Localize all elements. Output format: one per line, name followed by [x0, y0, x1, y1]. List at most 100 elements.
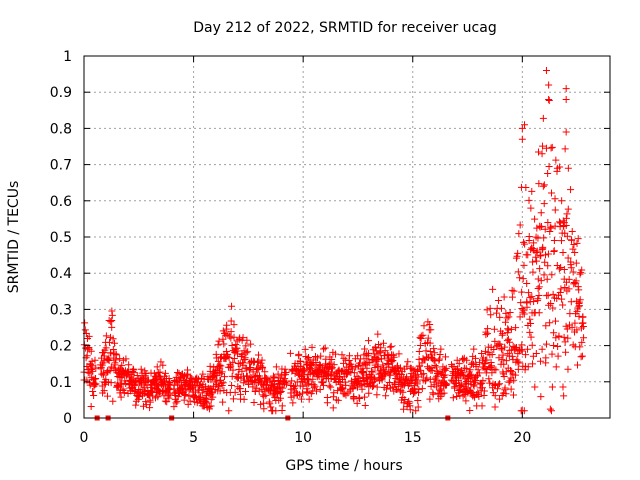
data-point [472, 377, 480, 385]
data-point [496, 395, 504, 403]
data-point [514, 365, 522, 373]
data-point [288, 377, 296, 385]
data-point [346, 352, 354, 360]
data-point [514, 268, 522, 276]
data-point [336, 374, 344, 382]
data-point [516, 313, 524, 321]
data-point [403, 362, 411, 370]
data-point [396, 364, 404, 372]
data-point [185, 392, 193, 400]
data-point [350, 393, 358, 401]
data-point [575, 286, 583, 294]
data-point [499, 351, 507, 359]
data-point [154, 393, 162, 401]
data-point [390, 353, 398, 361]
data-point [536, 252, 544, 260]
data-point [533, 247, 541, 255]
data-point [224, 350, 232, 358]
data-point [427, 326, 435, 334]
data-point [181, 390, 189, 398]
data-point [500, 373, 508, 381]
data-point [161, 397, 169, 405]
data-point [458, 355, 466, 363]
data-point [496, 340, 504, 348]
data-point-peak [562, 128, 570, 136]
data-point [539, 245, 547, 253]
data-point [490, 325, 498, 333]
data-point [107, 318, 115, 326]
data-point [258, 356, 266, 364]
data-point [87, 365, 95, 373]
data-point [547, 224, 555, 232]
data-point [137, 365, 145, 373]
data-point [535, 283, 543, 291]
data-point [518, 288, 526, 296]
data-point [506, 308, 514, 316]
data-point [470, 382, 478, 390]
data-point [522, 184, 530, 192]
data-point [564, 334, 572, 342]
data-point [116, 355, 124, 363]
data-point [524, 363, 532, 371]
data-point [229, 395, 237, 403]
data-point [359, 368, 367, 376]
data-point [564, 205, 572, 213]
data-point [242, 342, 250, 350]
data-point [100, 369, 108, 377]
data-point [537, 209, 545, 217]
data-point [568, 228, 576, 236]
data-point [370, 382, 378, 390]
data-point [209, 393, 217, 401]
data-point [514, 249, 522, 257]
data-point [550, 341, 558, 349]
data-point-peak [518, 135, 526, 143]
data-point [373, 391, 381, 399]
data-point [325, 382, 333, 390]
data-point [102, 332, 110, 340]
data-point [289, 399, 297, 407]
data-point [462, 397, 470, 405]
data-point [502, 309, 510, 317]
data-point [170, 403, 178, 411]
data-point [240, 395, 248, 403]
chart-title: Day 212 of 2022, SRMTID for receiver uca… [193, 20, 496, 36]
data-point [435, 356, 443, 364]
data-point [471, 354, 479, 362]
data-point [482, 331, 490, 339]
data-point [431, 349, 439, 357]
data-point [260, 405, 268, 413]
data-point [501, 343, 509, 351]
data-point [107, 349, 115, 357]
data-point [532, 349, 540, 357]
data-point [502, 357, 510, 365]
data-point [229, 358, 237, 366]
data-point [412, 407, 420, 415]
data-point [104, 392, 112, 400]
data-point [172, 399, 180, 407]
data-point [415, 385, 423, 393]
data-point [483, 356, 491, 364]
data-point [542, 322, 550, 330]
data-point [455, 360, 463, 368]
data-point [276, 394, 284, 402]
data-point [531, 383, 539, 391]
data-point [535, 180, 543, 188]
data-point [552, 334, 560, 342]
data-point [463, 356, 471, 364]
data-point [243, 372, 251, 380]
data-point [378, 376, 386, 384]
data-point [560, 265, 568, 273]
data-point [130, 369, 138, 377]
data-point [515, 359, 523, 367]
data-point [132, 401, 140, 409]
data-point [491, 403, 499, 411]
data-point [557, 285, 565, 293]
data-point [277, 387, 285, 395]
data-point [562, 221, 570, 229]
data-point [282, 368, 290, 376]
data-point [567, 264, 575, 272]
data-point [118, 361, 126, 369]
data-point [214, 341, 222, 349]
data-point [418, 371, 426, 379]
data-point [500, 360, 508, 368]
